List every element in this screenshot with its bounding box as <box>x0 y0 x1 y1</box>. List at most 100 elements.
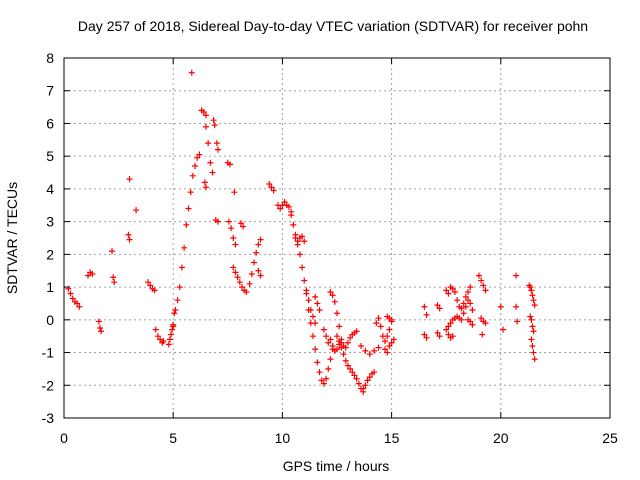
data-point <box>454 297 461 304</box>
data-point <box>125 231 132 238</box>
data-point <box>312 293 319 300</box>
data-point <box>202 123 209 130</box>
data-point <box>479 331 486 338</box>
data-point <box>529 292 536 299</box>
x-tick-label: 15 <box>384 430 400 446</box>
data-point <box>147 282 154 289</box>
data-point <box>154 333 161 340</box>
data-point <box>362 347 369 354</box>
data-point <box>266 181 273 187</box>
data-point <box>371 369 378 376</box>
data-point <box>360 385 367 392</box>
data-point <box>281 199 288 205</box>
data-point <box>185 205 192 212</box>
data-point <box>373 320 380 327</box>
y-tick-label: -3 <box>42 410 55 426</box>
data-point <box>240 223 247 230</box>
data-point <box>347 334 354 341</box>
data-point <box>467 300 474 307</box>
data-point <box>327 356 334 363</box>
data-point <box>366 374 373 381</box>
data-point <box>170 323 177 330</box>
data-point <box>449 333 456 340</box>
data-point <box>231 189 238 196</box>
data-point <box>210 117 217 124</box>
data-point <box>257 272 264 279</box>
data-point <box>277 205 284 212</box>
x-tick-label: 25 <box>602 430 618 446</box>
x-axis-label: GPS time / hours <box>283 458 390 474</box>
data-point <box>234 274 241 281</box>
data-point <box>296 251 303 258</box>
data-point <box>323 375 330 382</box>
data-point <box>351 372 358 379</box>
data-point <box>301 277 308 284</box>
data-point <box>443 287 450 294</box>
data-point <box>230 264 237 271</box>
data-point <box>349 369 356 376</box>
data-point <box>382 338 389 345</box>
data-point <box>314 300 321 307</box>
data-point <box>301 238 308 245</box>
data-point <box>434 329 441 336</box>
data-point <box>447 320 454 327</box>
data-point <box>347 365 354 372</box>
data-point <box>436 305 443 312</box>
data-point <box>334 310 340 317</box>
data-point <box>475 272 482 279</box>
chart-title: Day 257 of 2018, Sidereal Day-to-day VTE… <box>78 18 588 34</box>
data-point <box>85 272 92 279</box>
data-point <box>314 359 321 366</box>
y-axis: -3 -2 -1 0 1 2 3 4 5 6 7 8 <box>42 50 610 426</box>
data-point <box>299 233 306 240</box>
data-point <box>497 303 504 310</box>
data-point <box>268 184 275 191</box>
data-point <box>205 140 212 147</box>
data-point <box>200 109 207 115</box>
data-point <box>309 313 316 320</box>
data-point <box>172 307 179 313</box>
data-point <box>312 346 319 353</box>
data-point <box>95 318 102 325</box>
data-point <box>257 236 264 243</box>
data-point <box>382 346 389 353</box>
data-point <box>482 320 489 327</box>
y-tick-label: 4 <box>46 181 54 197</box>
y-tick-label: 5 <box>46 148 54 164</box>
data-point <box>390 336 397 343</box>
data-point <box>423 334 430 341</box>
data-point <box>443 326 450 333</box>
data-point <box>237 220 244 227</box>
data-point <box>388 339 395 346</box>
y-tick-label: 7 <box>46 83 54 99</box>
data-point <box>320 326 327 333</box>
data-point <box>168 331 175 338</box>
data-point <box>169 326 176 333</box>
data-point <box>110 274 117 281</box>
data-point <box>246 280 253 287</box>
data-point <box>460 300 467 307</box>
data-point <box>499 326 506 333</box>
data-point <box>251 259 258 266</box>
x-tick-label: 0 <box>60 430 68 446</box>
data-points <box>65 69 538 395</box>
data-point <box>478 277 485 284</box>
data-point <box>226 161 233 168</box>
data-point <box>303 287 310 294</box>
data-point <box>329 292 336 299</box>
data-point <box>318 377 325 384</box>
data-point <box>371 347 378 354</box>
data-point <box>445 323 452 330</box>
x-tick-label: 20 <box>493 430 509 446</box>
data-point <box>375 315 382 322</box>
y-tick-label: 3 <box>46 214 54 230</box>
data-point <box>386 343 393 349</box>
data-point <box>458 316 465 323</box>
data-point <box>111 279 118 286</box>
data-point <box>312 320 319 327</box>
data-point <box>294 238 301 245</box>
data-point <box>364 377 371 384</box>
data-point <box>480 282 487 289</box>
data-point <box>528 316 535 323</box>
